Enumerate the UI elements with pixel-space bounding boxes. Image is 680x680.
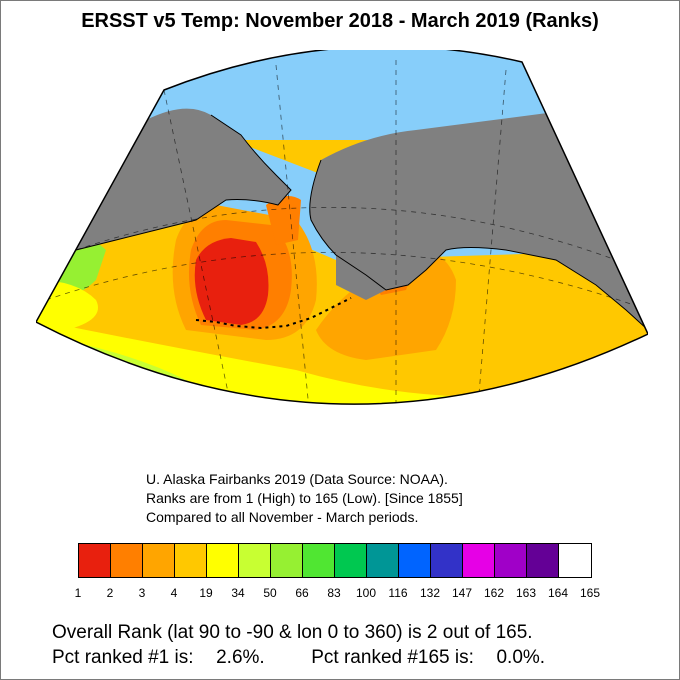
- sea-ice-region: [36, 50, 648, 140]
- graticule: [45, 60, 648, 405]
- colorbar-swatch: [335, 544, 367, 577]
- colorbar-tick: 19: [199, 586, 213, 600]
- pct-ranked-1-value: 2.6%.: [216, 647, 265, 668]
- colorbar-swatch: [303, 544, 335, 577]
- coastline-siberia: [36, 114, 292, 261]
- colorbar-swatch: [207, 544, 239, 577]
- colorbar-swatch: [495, 544, 527, 577]
- colorbar-tick: 34: [231, 586, 245, 600]
- aleutian-islands: [195, 297, 352, 330]
- colorbar-swatch: [367, 544, 399, 577]
- colorbar-tick: 66: [295, 586, 309, 600]
- colorbar-tick: 50: [263, 586, 277, 600]
- colorbar-tick: 164: [547, 586, 569, 600]
- colorbar-swatch: [399, 544, 431, 577]
- colorbar-tick: 3: [138, 586, 146, 600]
- pct-ranked-1-label: Pct ranked #1 is:: [52, 647, 194, 668]
- colorbar-swatch: [79, 544, 111, 577]
- coastline-alaska: [309, 159, 648, 331]
- colorbar-tick-labels: 1 2 3 4 19 34 50 66 83 100 116 132 147 162 163 164 165: [70, 586, 610, 602]
- land-alaska-peninsula: [336, 255, 386, 300]
- map-border: [36, 50, 648, 405]
- colorbar-swatch: [175, 544, 207, 577]
- map-title: ERSST v5 Temp: November 2018 - March 201…: [81, 10, 599, 32]
- rank-colorbar: [78, 543, 592, 578]
- colorbar-tick: 83: [327, 586, 341, 600]
- colorbar-swatch: [271, 544, 303, 577]
- data-credits: U. Alaska Fairbanks 2019 (Data Source: N…: [146, 470, 463, 527]
- colorbar-tick: 132: [419, 586, 441, 600]
- rank-map: [36, 50, 648, 405]
- credits-line-1: U. Alaska Fairbanks 2019 (Data Source: N…: [146, 471, 448, 487]
- colorbar-tick: 147: [451, 586, 473, 600]
- pct-ranked-165-value: 0.0%.: [496, 647, 546, 668]
- colorbar-tick: 2: [106, 586, 114, 600]
- land-alaska: [309, 100, 648, 330]
- colorbar-tick: 1: [74, 586, 82, 600]
- colorbar-tick: 162: [483, 586, 505, 600]
- overall-rank-text: Overall Rank (lat 90 to -90 & lon 0 to 3…: [52, 622, 533, 643]
- colorbar-swatch: [143, 544, 175, 577]
- pct-ranked-165-label: Pct ranked #165 is:: [311, 647, 474, 668]
- colorbar-tick: 100: [355, 586, 377, 600]
- colorbar-swatch: [463, 544, 495, 577]
- colorbar-tick: 116: [388, 586, 408, 600]
- pct-ranked-row: Pct ranked #1 is: 2.6%. Pct ranked #165 …: [52, 645, 545, 670]
- region-rank-3-east: [316, 250, 456, 360]
- colorbar-swatch: [239, 544, 271, 577]
- colorbar-tick: 165: [579, 586, 601, 600]
- credits-line-2: Ranks are from 1 (High) to 165 (Low). [S…: [146, 490, 463, 506]
- colorbar-swatch: [559, 544, 591, 577]
- colorbar-swatch: [431, 544, 463, 577]
- rank-summary: Overall Rank (lat 90 to -90 & lon 0 to 3…: [52, 620, 545, 670]
- colorbar-swatch: [527, 544, 559, 577]
- colorbar-swatch: [111, 544, 143, 577]
- credits-line-3: Compared to all November - March periods…: [146, 509, 419, 525]
- colorbar-tick: 4: [170, 586, 178, 600]
- colorbar-tick: 163: [515, 586, 537, 600]
- region-rank-1-west: [194, 238, 269, 325]
